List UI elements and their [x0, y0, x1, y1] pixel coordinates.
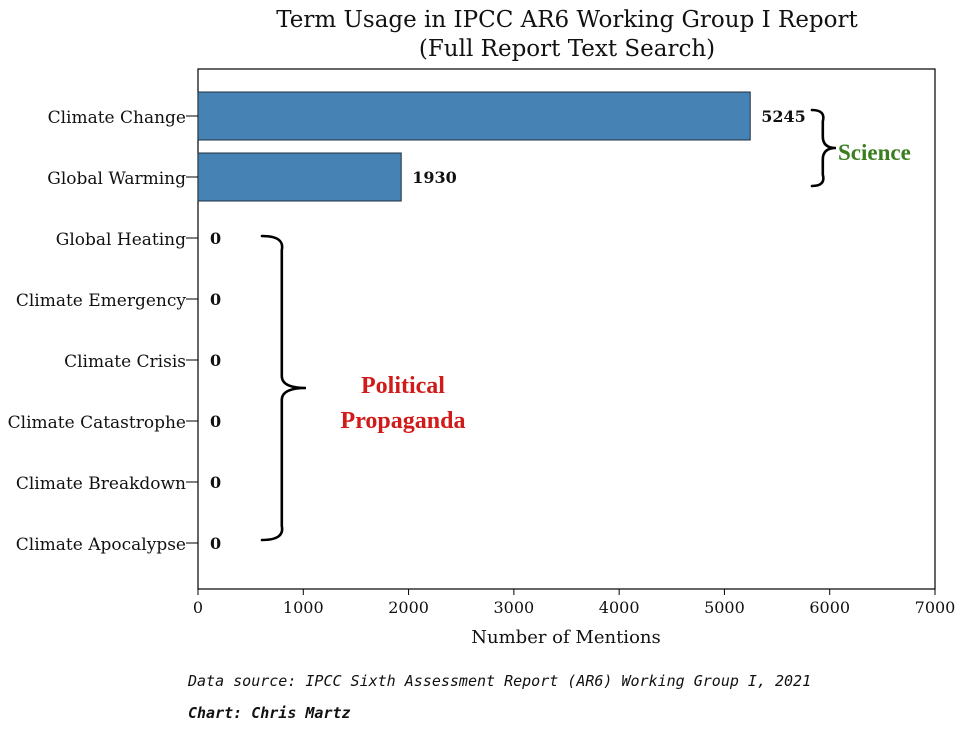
category-label: Climate Emergency [16, 291, 187, 311]
x-tick-label: 4000 [599, 598, 640, 617]
bar [197, 91, 751, 141]
category-label: Global Heating [56, 230, 186, 250]
data-source-caption: Data source: IPCC Sixth Assessment Repor… [188, 672, 812, 690]
chart-title: Term Usage in IPCC AR6 Working Group I R… [276, 7, 858, 33]
plot-frame [197, 68, 936, 590]
x-tick-label: 0 [193, 598, 203, 617]
x-tick-label: 3000 [493, 598, 534, 617]
data-label: 1930 [412, 168, 457, 187]
science-brace [810, 108, 837, 188]
x-tick-label: 7000 [915, 598, 956, 617]
x-tick-label: 6000 [809, 598, 850, 617]
category-label: Climate Crisis [64, 352, 186, 372]
propaganda-label-line: Political [361, 373, 445, 399]
x-tick-label: 2000 [388, 598, 429, 617]
data-label: 0 [210, 290, 221, 309]
x-axis-label: Number of Mentions [471, 627, 660, 648]
chart-author-caption: Chart: Chris Martz [188, 704, 351, 722]
data-label: 0 [210, 473, 221, 492]
bar [197, 152, 402, 202]
category-label: Global Warming [47, 169, 186, 189]
data-label: 0 [210, 534, 221, 553]
data-label: 0 [210, 412, 221, 431]
category-label: Climate Apocalypse [16, 535, 186, 555]
category-label: Climate Breakdown [16, 474, 186, 494]
data-label: 0 [210, 351, 221, 370]
propaganda-label-line: Propaganda [341, 408, 466, 434]
category-label: Climate Change [48, 108, 186, 128]
propaganda-brace [260, 234, 307, 542]
data-label: 5245 [761, 107, 806, 126]
chart-subtitle: (Full Report Text Search) [419, 36, 715, 62]
x-tick-label: 1000 [283, 598, 324, 617]
x-tick-label: 5000 [704, 598, 745, 617]
category-label: Climate Catastrophe [8, 413, 186, 433]
data-label: 0 [210, 229, 221, 248]
science-label: Science [838, 140, 911, 165]
